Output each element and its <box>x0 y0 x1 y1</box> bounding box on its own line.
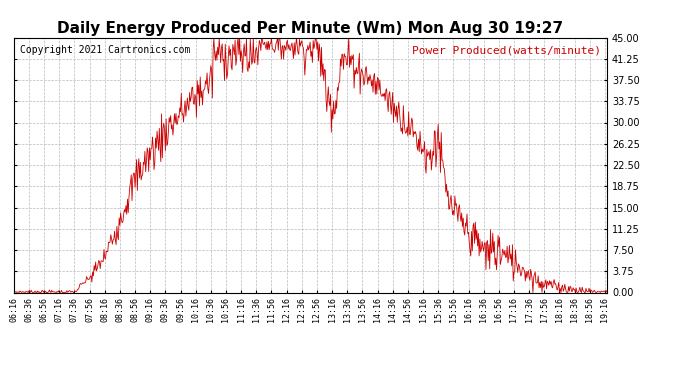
Text: Copyright 2021 Cartronics.com: Copyright 2021 Cartronics.com <box>20 45 190 55</box>
Title: Daily Energy Produced Per Minute (Wm) Mon Aug 30 19:27: Daily Energy Produced Per Minute (Wm) Mo… <box>57 21 564 36</box>
Text: Power Produced(watts/minute): Power Produced(watts/minute) <box>412 45 601 55</box>
